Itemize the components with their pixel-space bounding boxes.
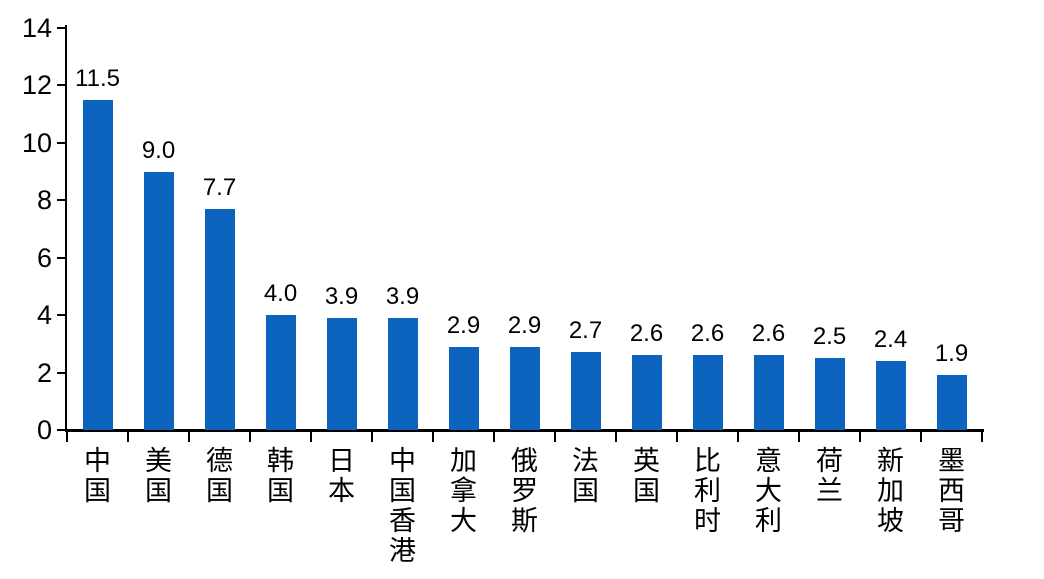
bar xyxy=(204,208,235,430)
bar xyxy=(509,346,540,430)
bar-value-label: 2.6 xyxy=(690,320,725,348)
y-axis-label: 6 xyxy=(36,242,52,273)
bar xyxy=(387,318,418,430)
bar-value-label: 2.6 xyxy=(629,320,664,348)
category-label: 英国 xyxy=(633,446,660,506)
bar-value-label: 2.5 xyxy=(812,323,847,351)
y-axis-tick xyxy=(57,314,66,317)
category-label: 俄罗斯 xyxy=(511,446,538,536)
y-axis-tick xyxy=(57,27,66,29)
category-label: 韩国 xyxy=(267,446,294,506)
category-label: 比利时 xyxy=(694,446,721,536)
bar xyxy=(936,375,967,430)
x-axis-tick xyxy=(371,430,373,442)
bar-value-label: 7.7 xyxy=(202,173,237,201)
bar xyxy=(570,352,601,430)
bar-value-label: 2.7 xyxy=(568,317,603,345)
y-axis-label: 4 xyxy=(36,300,52,331)
y-axis-tick xyxy=(57,84,66,87)
y-axis-line xyxy=(65,25,67,431)
bar xyxy=(143,171,174,430)
x-axis-tick xyxy=(493,430,495,442)
x-axis-tick xyxy=(310,430,312,442)
y-axis-label: 0 xyxy=(36,415,52,445)
y-axis-label: 12 xyxy=(21,70,52,101)
category-label: 中国香港 xyxy=(389,446,416,566)
x-axis-tick xyxy=(127,430,129,442)
bar xyxy=(753,355,784,430)
y-axis-tick xyxy=(57,141,66,144)
x-axis-tick xyxy=(432,430,434,442)
x-axis-tick xyxy=(798,430,800,442)
category-label: 美国 xyxy=(145,446,172,506)
bar-value-label: 1.9 xyxy=(934,340,969,368)
bar-value-label: 2.4 xyxy=(873,326,908,354)
x-axis-tick xyxy=(859,430,861,442)
y-axis-tick xyxy=(57,429,66,431)
x-axis-tick xyxy=(66,430,68,442)
y-axis-label: 2 xyxy=(36,357,52,388)
bar-value-label: 2.9 xyxy=(446,311,481,339)
category-label: 墨西哥 xyxy=(938,446,965,536)
bar xyxy=(448,346,479,430)
bar xyxy=(814,358,845,430)
bar-value-label: 3.9 xyxy=(324,283,359,310)
category-label: 中国 xyxy=(84,446,111,506)
x-axis-tick xyxy=(188,430,190,442)
bar-value-label: 2.9 xyxy=(507,311,542,339)
bar-value-label: 4.0 xyxy=(263,280,298,308)
x-axis-tick xyxy=(676,430,678,442)
category-label: 加拿大 xyxy=(450,446,477,536)
category-label: 新加坡 xyxy=(877,446,904,536)
y-axis-label: 14 xyxy=(21,13,52,43)
bar xyxy=(692,355,723,430)
bar xyxy=(875,361,906,430)
bar xyxy=(326,318,357,430)
bar-value-label: 3.9 xyxy=(385,283,420,310)
category-label: 荷兰 xyxy=(816,446,843,506)
x-axis-tick xyxy=(920,430,922,442)
bar xyxy=(82,99,113,430)
x-axis-tick xyxy=(737,430,739,442)
x-axis-line xyxy=(65,429,984,432)
bar-value-label: 2.6 xyxy=(751,320,786,348)
category-label: 法国 xyxy=(572,446,599,506)
y-axis-label: 10 xyxy=(21,127,52,158)
category-label: 德国 xyxy=(206,446,233,506)
category-label: 日本 xyxy=(328,446,355,506)
bar xyxy=(631,355,662,430)
bar xyxy=(265,315,296,430)
x-axis-tick xyxy=(554,430,556,442)
bar-value-label: 9.0 xyxy=(141,136,176,164)
x-axis-tick xyxy=(615,430,617,442)
x-axis-tick xyxy=(981,430,983,442)
y-axis-tick xyxy=(57,371,66,374)
category-label: 意大利 xyxy=(755,446,782,536)
y-axis-label: 8 xyxy=(36,185,52,216)
y-axis-tick xyxy=(57,199,66,202)
y-axis-tick xyxy=(57,256,66,259)
x-axis-tick xyxy=(249,430,251,442)
bar-value-label: 11.5 xyxy=(75,64,120,92)
